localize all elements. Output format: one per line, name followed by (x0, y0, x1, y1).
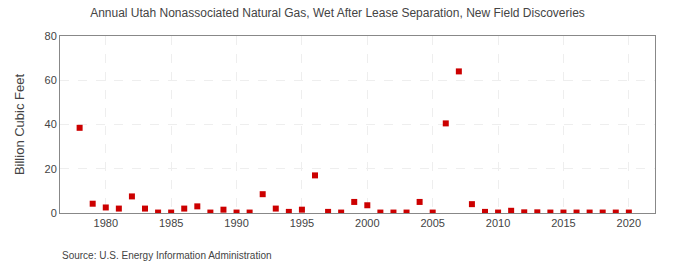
svg-text:2020: 2020 (617, 217, 641, 229)
svg-text:1995: 1995 (290, 217, 314, 229)
svg-text:Source: U.S. Energy Informatio: Source: U.S. Energy Information Administ… (62, 250, 272, 261)
svg-text:2015: 2015 (551, 217, 575, 229)
svg-text:1990: 1990 (224, 217, 248, 229)
svg-text:40: 40 (45, 118, 57, 130)
svg-text:0: 0 (51, 207, 57, 219)
svg-text:2000: 2000 (355, 217, 379, 229)
svg-text:60: 60 (45, 74, 57, 86)
svg-text:2005: 2005 (420, 217, 444, 229)
svg-text:1980: 1980 (94, 217, 118, 229)
svg-text:1985: 1985 (159, 217, 183, 229)
svg-text:2010: 2010 (486, 217, 510, 229)
svg-text:Annual Utah Nonassociated Natu: Annual Utah Nonassociated Natural Gas, W… (90, 6, 585, 20)
svg-text:80: 80 (45, 30, 57, 42)
svg-text:20: 20 (45, 163, 57, 175)
svg-text:Billion Cubic Feet: Billion Cubic Feet (12, 74, 27, 176)
